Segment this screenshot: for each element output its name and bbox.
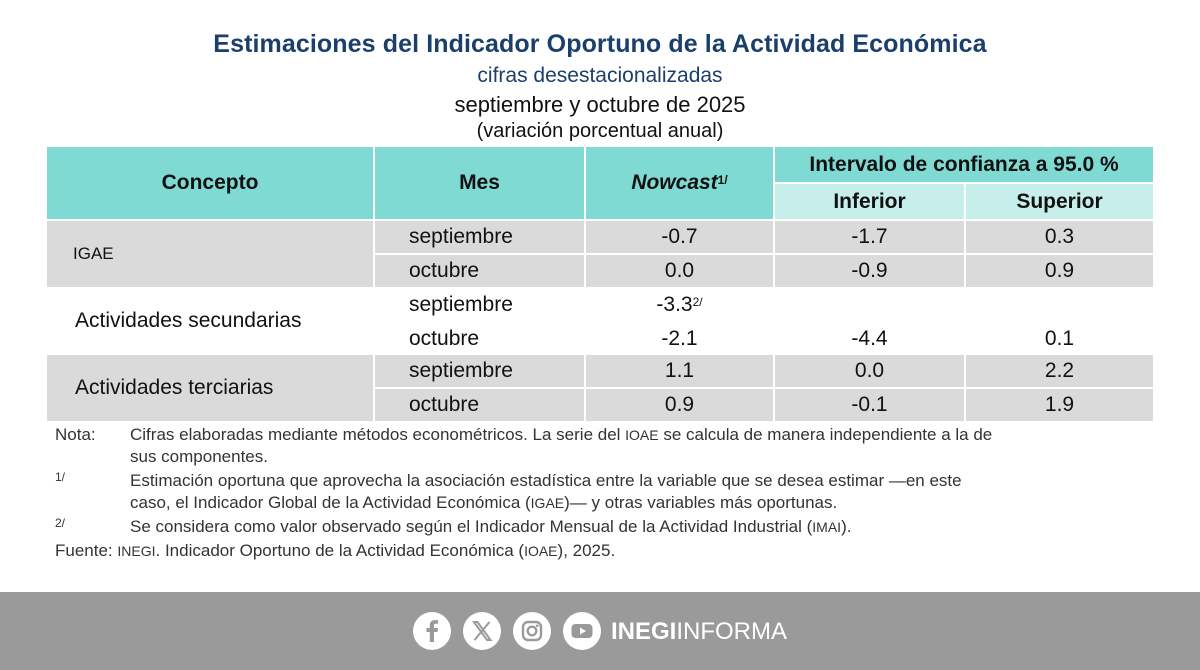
superior-cell: 1.9 — [1044, 393, 1075, 416]
nowcast-cell: 1.1 — [664, 359, 695, 382]
table-row: septiembre 1.1 0.0 2.2 — [47, 355, 1153, 387]
table-row-group: Actividades terciarias — [47, 355, 1153, 421]
inferior-cell: 0.0 — [854, 359, 885, 382]
concept-igae: IGAE — [73, 244, 114, 263]
mes-cell: septiembre — [409, 225, 513, 248]
mes-cell: octubre — [409, 327, 480, 350]
table-row: octubre -2.1 -4.4 0.1 — [47, 323, 1153, 355]
inferior-cell: -1.7 — [851, 225, 888, 248]
superior-cell: 0.9 — [1044, 259, 1075, 282]
table-row: septiembre -3.3 2/ — [47, 289, 1153, 321]
header-intervalo: Intervalo de confianza a 95.0 % — [775, 147, 1153, 182]
header-superior: Superior — [966, 184, 1153, 219]
superior-cell: 0.3 — [1044, 225, 1075, 248]
nowcast-cell: -2.1 — [661, 327, 698, 350]
table-row: septiembre -0.7 -1.7 0.3 — [47, 221, 1153, 253]
mes-cell: septiembre — [409, 293, 513, 316]
mes-cell: octubre — [409, 393, 480, 416]
nowcast-cell: -0.7 — [661, 225, 698, 248]
mes-cell: septiembre — [409, 359, 513, 382]
superior-cell: 2.2 — [1044, 359, 1075, 382]
table-header: Concepto Mes Nowcast 1/ Intervalo de conf… — [47, 147, 1153, 219]
mes-cell: octubre — [409, 259, 480, 282]
header-nowcast: Nowcast 1/ — [586, 147, 773, 219]
nowcast-cell: -3.3 2/ — [656, 293, 703, 316]
units-label: (variación porcentual anual) — [476, 120, 724, 142]
table-row-group: IGAE — [47, 221, 1153, 287]
period-label: septiembre y octubre de 2025 — [454, 92, 746, 117]
youtube-icon[interactable] — [563, 612, 601, 650]
inferior-cell: -0.1 — [851, 393, 888, 416]
footer-bar: INEGIINFORMA — [0, 592, 1200, 670]
inferior-cell — [775, 289, 964, 321]
table-row-group: Actividades secundarias — [47, 287, 1153, 355]
header-mes: Mes — [375, 147, 584, 219]
inegi-informa-logo: INEGIINFORMA — [611, 618, 788, 645]
inferior-cell: -0.9 — [851, 259, 888, 282]
table-row: octubre 0.9 -0.1 1.9 — [47, 389, 1153, 421]
facebook-icon[interactable] — [413, 612, 451, 650]
superior-cell — [966, 289, 1153, 321]
concept-secundarias: Actividades secundarias — [75, 309, 302, 332]
page-subtitle: cifras desestacionalizadas — [477, 64, 723, 87]
x-icon[interactable] — [463, 612, 501, 650]
note-fuente: Fuente: INEGI. Indicador Oportuno de la … — [55, 541, 616, 560]
page-title: Estimaciones del Indicador Oportuno de l… — [213, 30, 987, 58]
concept-terciarias: Actividades terciarias — [75, 376, 274, 399]
header-inferior: Inferior — [775, 184, 964, 219]
instagram-icon[interactable] — [513, 612, 551, 650]
table-row: octubre 0.0 -0.9 0.9 — [47, 255, 1153, 287]
nowcast-cell: 0.9 — [664, 393, 695, 416]
superior-cell: 0.1 — [1044, 327, 1075, 350]
header-concepto: Concepto — [47, 147, 373, 219]
inferior-cell: -4.4 — [851, 327, 888, 350]
nowcast-cell: 0.0 — [664, 259, 695, 282]
